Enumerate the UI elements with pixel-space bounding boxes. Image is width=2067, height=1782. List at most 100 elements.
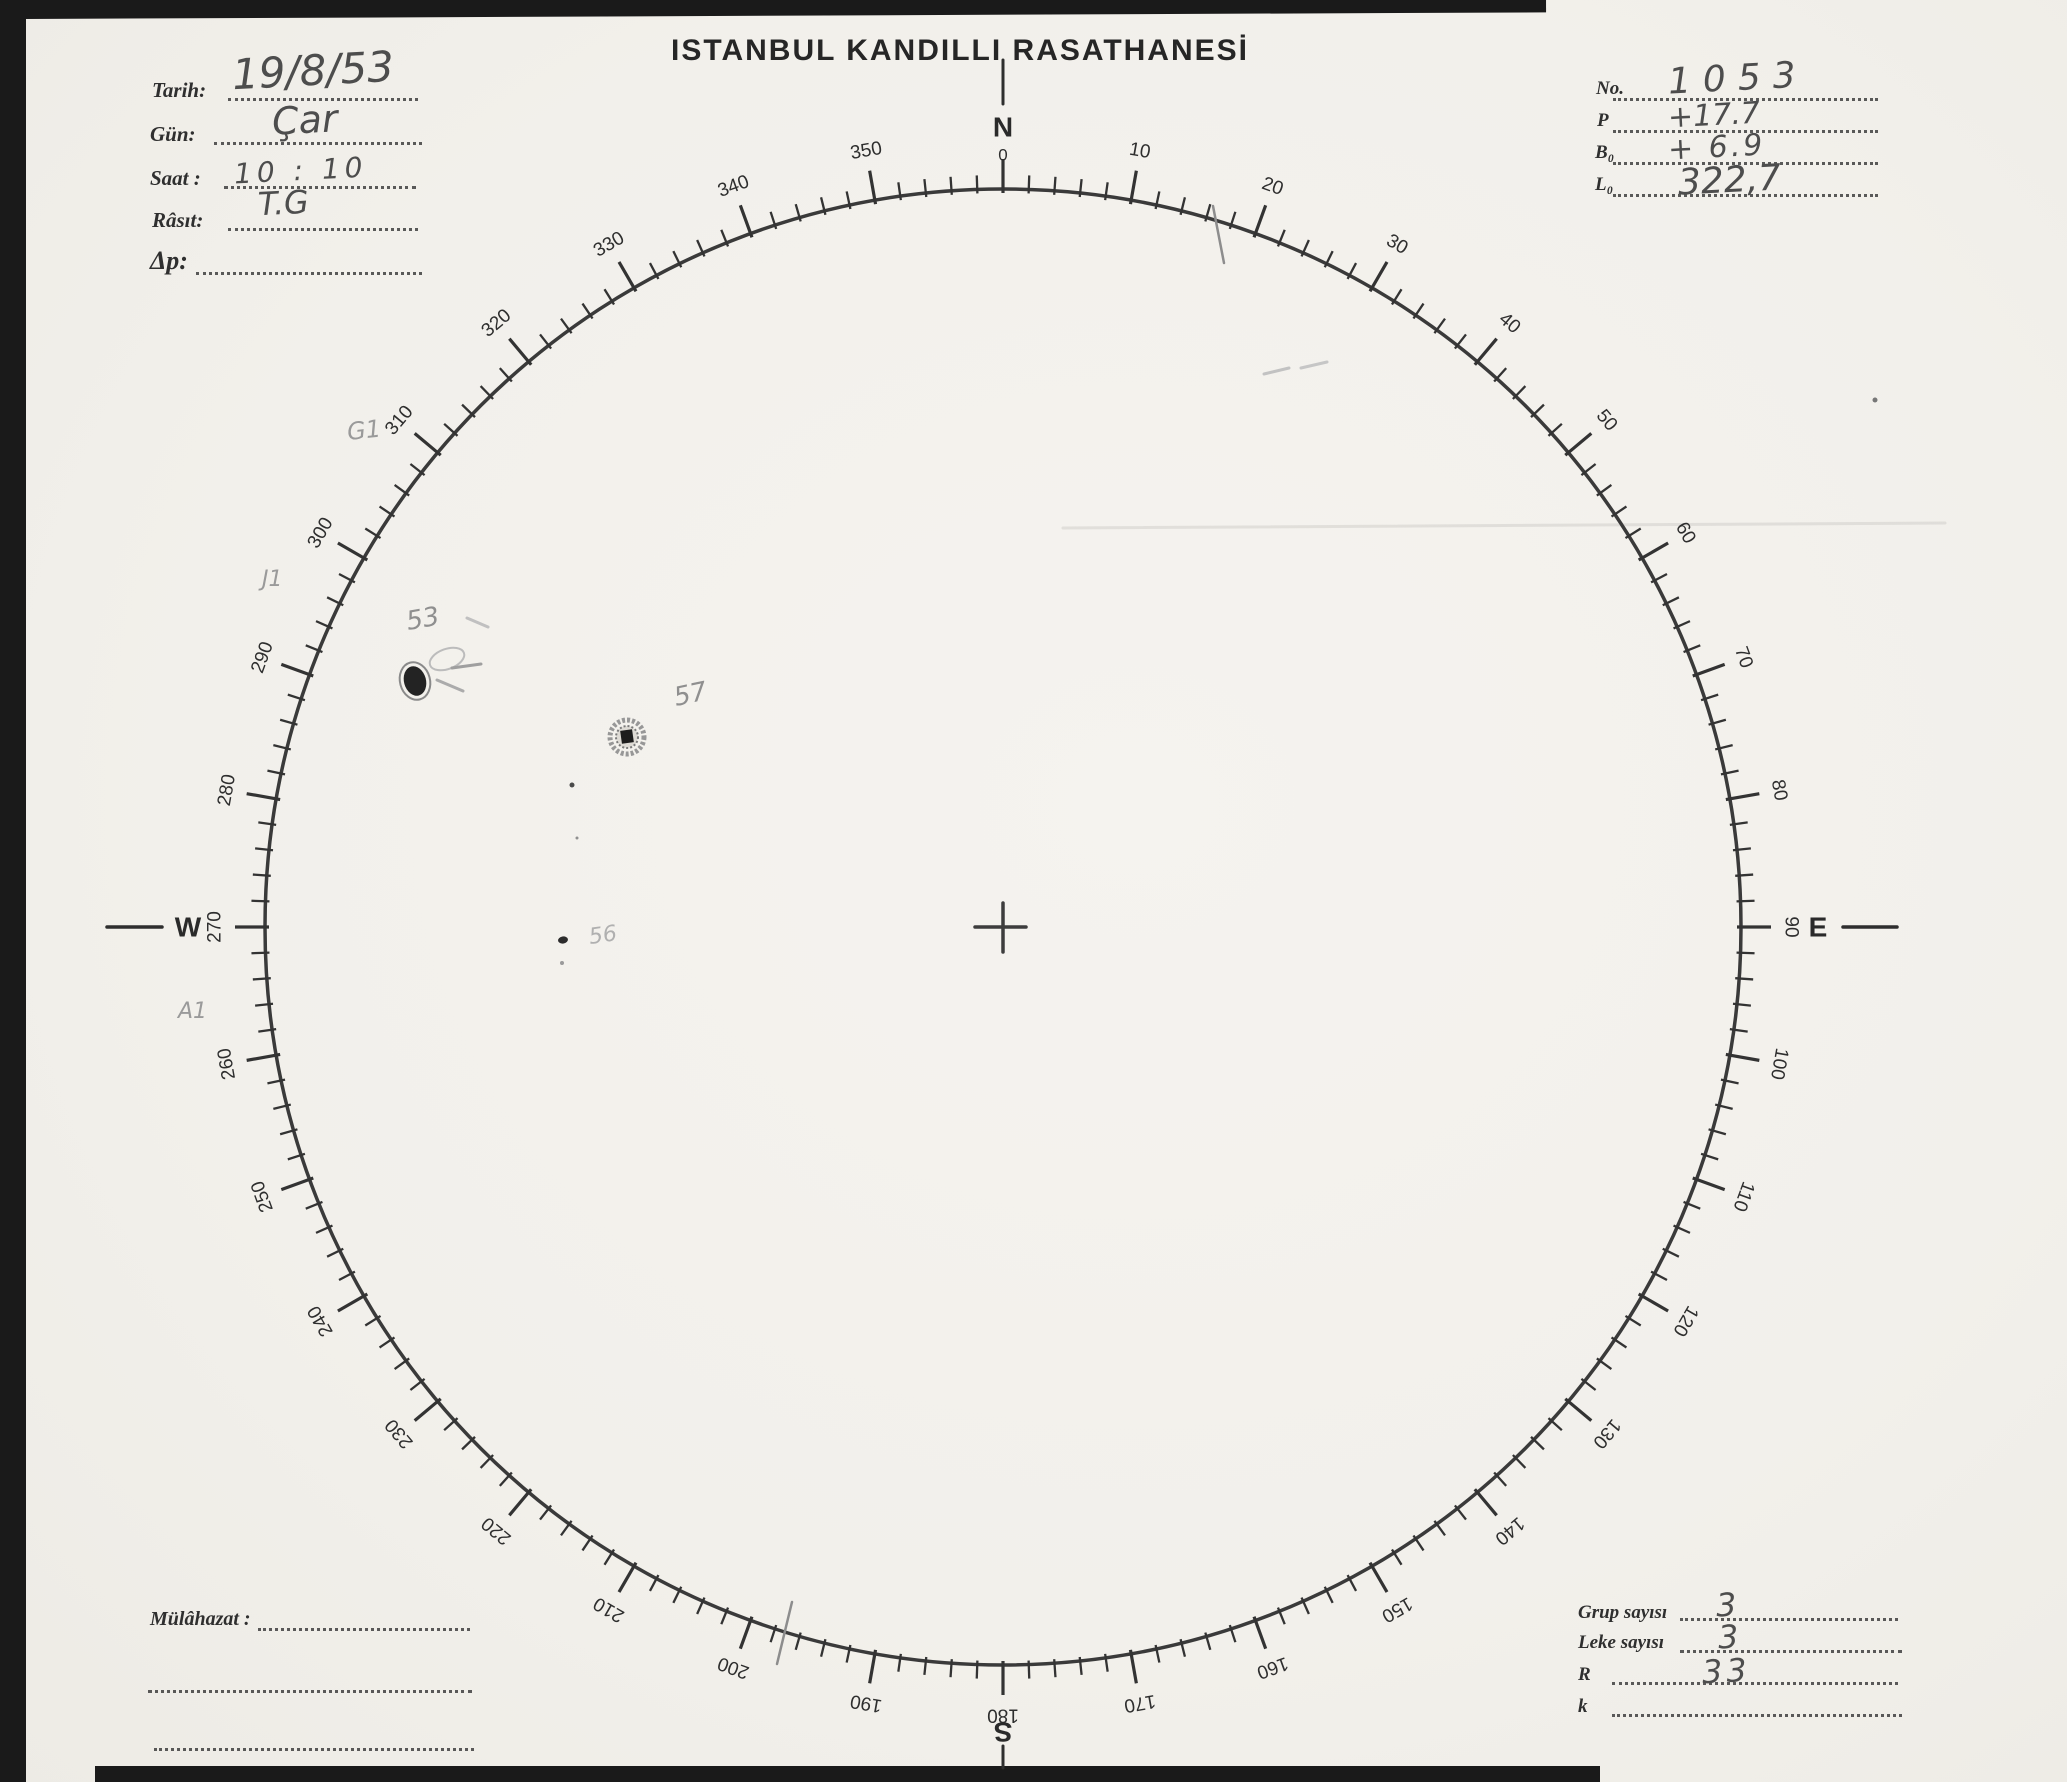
speck: [575, 836, 579, 840]
tick-mark: [1433, 317, 1446, 334]
degree-label: 240: [304, 1302, 338, 1340]
pencil-annotation: 56: [587, 921, 618, 950]
degree-label: 0: [998, 146, 1007, 165]
tick-mark: [1725, 1052, 1760, 1062]
tick-mark: [287, 1152, 306, 1161]
tick-mark: [267, 769, 286, 776]
tick-mark: [393, 484, 410, 497]
tick-mark: [1078, 178, 1083, 198]
tick-mark: [1700, 693, 1719, 702]
dotted-line: [148, 1690, 472, 1693]
field-label-tarih: Tarih:: [152, 78, 207, 102]
tick-mark: [508, 1488, 533, 1517]
tick-mark: [273, 743, 292, 751]
tick-mark: [1228, 211, 1237, 230]
tick-mark: [279, 1128, 298, 1136]
compass-letter-s: S: [994, 1717, 1013, 1748]
tick-mark: [413, 432, 442, 457]
degree-label: 250: [247, 1178, 278, 1215]
tick-mark: [1027, 1660, 1031, 1679]
tick-mark: [461, 403, 476, 418]
tick-mark: [280, 1176, 314, 1192]
tick-mark: [1564, 432, 1593, 457]
tick-mark: [1027, 175, 1031, 194]
degree-label: 260: [214, 1046, 240, 1081]
tick-mark: [1433, 1520, 1446, 1537]
dotted-line: [1613, 194, 1878, 197]
degree-label: 30: [1383, 230, 1412, 259]
pencil-smudge: [1299, 360, 1329, 370]
tick-mark: [1179, 1638, 1187, 1657]
tick-mark: [258, 821, 277, 826]
tick-mark: [1252, 1616, 1268, 1650]
sunspot-53-streak: [450, 662, 483, 670]
tick-mark: [581, 1534, 594, 1552]
tick-mark: [252, 977, 271, 981]
tick-mark: [280, 662, 314, 678]
tick-mark: [1692, 662, 1726, 678]
degree-label: 90: [1781, 916, 1802, 937]
tick-mark: [1673, 1224, 1691, 1234]
sunspot-53-streak: [465, 616, 490, 629]
tick-mark: [305, 1200, 323, 1210]
field-label-k: k: [1578, 1696, 1588, 1717]
tick-mark: [672, 250, 683, 268]
tick-mark: [868, 170, 878, 205]
tick-mark: [1708, 718, 1727, 726]
tick-mark: [1700, 1152, 1719, 1161]
tick-mark: [1683, 644, 1701, 654]
tick-mark: [1053, 1659, 1057, 1678]
field-label-r: R: [1578, 1664, 1591, 1685]
tick-mark: [1729, 1028, 1748, 1033]
tick-mark: [1154, 191, 1161, 210]
sunspot-53-streak: [435, 678, 465, 693]
tick-mark: [1390, 1548, 1403, 1566]
tick-mark: [1692, 1176, 1726, 1192]
tick-mark: [897, 1653, 902, 1672]
degree-label: 80: [1767, 778, 1791, 802]
tick-mark: [258, 1028, 277, 1033]
tick-mark: [617, 1561, 638, 1593]
degree-label: 330: [590, 228, 628, 262]
tick-mark: [409, 463, 426, 477]
degree-label: 120: [1668, 1302, 1702, 1340]
tick-mark: [1662, 1247, 1680, 1258]
tick-mark: [603, 288, 616, 306]
tick-mark: [845, 1644, 852, 1663]
tick-mark: [1564, 1397, 1593, 1422]
tick-mark: [337, 541, 369, 562]
tick-mark: [1276, 229, 1286, 247]
tick-mark: [1732, 847, 1752, 852]
degree-label: 170: [1122, 1690, 1157, 1716]
degree-label: 180: [987, 1705, 1019, 1726]
tick-mark: [923, 1656, 928, 1676]
tick-mark: [1596, 1357, 1613, 1370]
degree-label: 40: [1495, 309, 1525, 339]
tick-mark: [794, 1632, 802, 1651]
degree-label: 290: [247, 639, 278, 676]
tick-mark: [648, 1574, 660, 1592]
field-label-leke-sayisi: Leke sayısı: [1578, 1632, 1665, 1653]
tick-mark: [1725, 792, 1760, 802]
dotted-line: [258, 1628, 470, 1631]
pencil-annotation: A1: [176, 999, 207, 1024]
tick-mark: [1473, 1488, 1498, 1517]
dotted-line: [1613, 130, 1878, 133]
tick-mark: [254, 1002, 274, 1007]
tick-mark: [1596, 484, 1613, 497]
tick-mark: [1346, 262, 1358, 280]
tick-mark: [720, 1607, 730, 1625]
sunspot-57-umbra: [620, 729, 634, 744]
tick-mark: [287, 693, 306, 702]
dotted-line: [214, 142, 422, 145]
tick-mark: [769, 1624, 778, 1643]
degree-label: 280: [214, 773, 240, 808]
dotted-line: [224, 186, 416, 189]
tick-mark: [279, 718, 298, 726]
degree-label: 100: [1766, 1046, 1792, 1081]
dotted-line: [1612, 1682, 1898, 1685]
tick-mark: [378, 1336, 396, 1349]
field-label-rasit: Râsıt:: [152, 208, 204, 232]
dotted-line: [1612, 1714, 1902, 1717]
